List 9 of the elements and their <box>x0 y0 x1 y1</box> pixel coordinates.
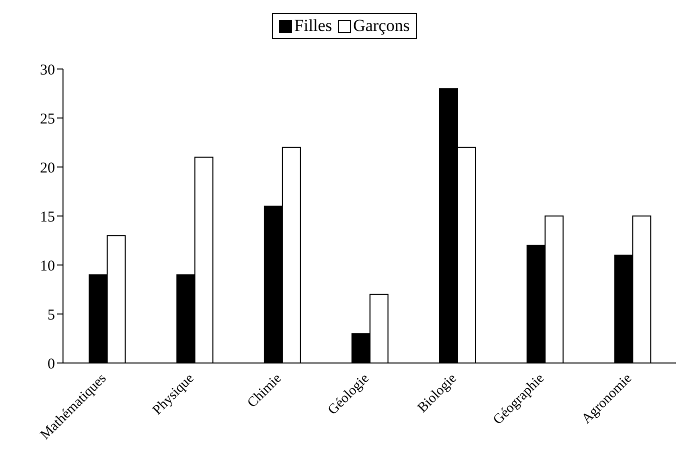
y-tick-label: 0 <box>48 356 55 372</box>
legend-label: Filles <box>294 16 332 36</box>
y-tick-label: 5 <box>48 307 55 324</box>
y-tick-label: 15 <box>40 209 55 226</box>
legend-label: Garçons <box>353 16 410 36</box>
y-tick-label: 20 <box>40 160 55 176</box>
y-tick-label: 25 <box>40 111 55 128</box>
y-tick-label: 30 <box>40 62 55 78</box>
y-tick-label: 10 <box>40 258 55 274</box>
